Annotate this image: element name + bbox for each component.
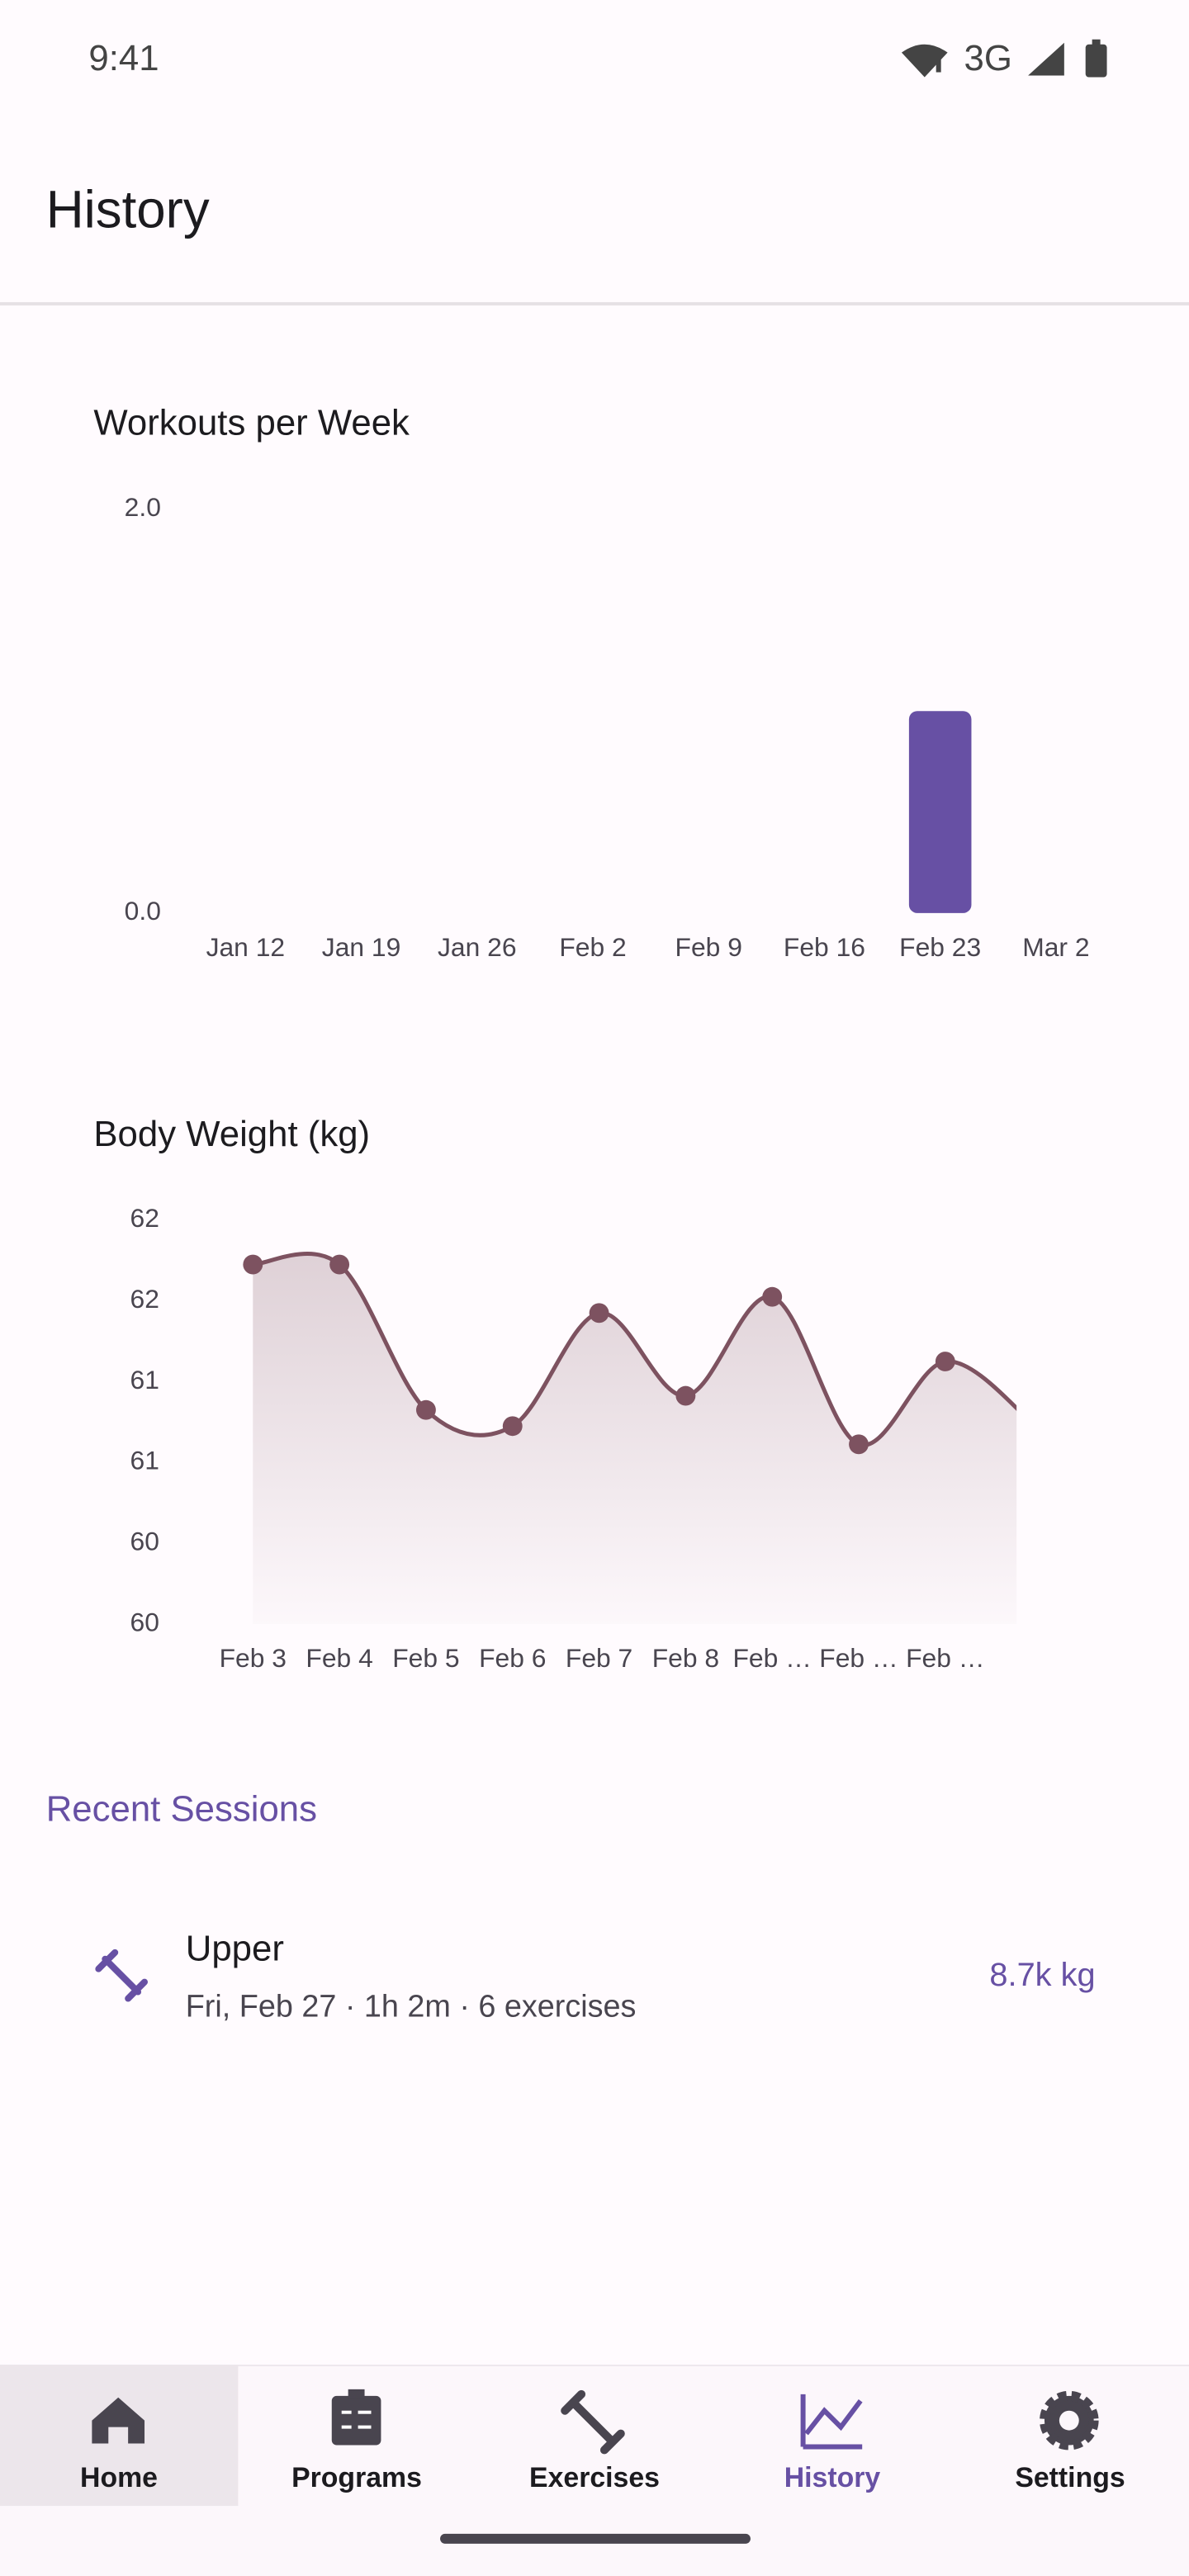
nav-items: Home Programs Exercises History Settings bbox=[80, 2389, 1125, 2493]
y-tick-label: 60 bbox=[130, 1607, 159, 1636]
nav-label[interactable]: History bbox=[784, 2462, 881, 2493]
x-tick-label: Feb 3 bbox=[220, 1643, 287, 1673]
point bbox=[502, 1416, 523, 1437]
bar bbox=[908, 711, 972, 913]
point bbox=[329, 1254, 350, 1275]
nav-label[interactable]: Home bbox=[80, 2462, 158, 2493]
x-tick-label: Feb 5 bbox=[392, 1643, 459, 1673]
y-tick-label: 0.0 bbox=[125, 896, 161, 926]
x-tick-label: Feb 16 bbox=[784, 932, 865, 962]
y-tick-label: 61 bbox=[130, 1365, 159, 1395]
x-tick-label: Fe bbox=[1016, 1643, 1047, 1673]
chart-title: Workouts per Week bbox=[93, 403, 410, 443]
session-volume: 8.7k kg bbox=[989, 1957, 1095, 1993]
x-tick-label: Feb 7 bbox=[566, 1643, 632, 1673]
charts: Workouts per Week 0.0 2.0 Jan 12 Jan 19 Jan 2… bbox=[93, 403, 1089, 1674]
x-tick-label: Feb 9 bbox=[675, 932, 742, 962]
x-tick-label: Feb 8 bbox=[652, 1643, 719, 1673]
x-tick-label: Feb … bbox=[819, 1643, 898, 1673]
y-tick-label: 62 bbox=[130, 1203, 159, 1233]
x-tick-label: Feb 6 bbox=[479, 1643, 546, 1673]
x-tick-labels: Feb 3 Feb 4 Feb 5 Feb 6 Feb 7 Feb 8 Feb … Feb …… bbox=[220, 1643, 1047, 1673]
point bbox=[762, 1286, 783, 1307]
home-icon bbox=[92, 2397, 145, 2444]
nav-label[interactable]: Settings bbox=[1015, 2462, 1125, 2493]
point bbox=[416, 1399, 436, 1420]
y-tick-label: 2.0 bbox=[125, 492, 161, 522]
app-bar-title: History bbox=[46, 180, 210, 239]
line bbox=[253, 1252, 1017, 1447]
point bbox=[243, 1254, 263, 1275]
y-tick-label: 62 bbox=[130, 1284, 159, 1314]
nav-label[interactable]: Programs bbox=[291, 2462, 422, 2493]
app-bar-divider bbox=[0, 301, 1189, 305]
session-name: Upper bbox=[186, 1928, 284, 1968]
chart-title: Body Weight (kg) bbox=[93, 1114, 370, 1154]
point bbox=[849, 1434, 869, 1455]
home-indicator bbox=[440, 2533, 751, 2544]
status-time: 9:41 bbox=[88, 38, 159, 78]
nav-label[interactable]: Exercises bbox=[529, 2462, 660, 2493]
x-tick-label: Feb 23 bbox=[899, 932, 981, 962]
x-tick-label: Feb … bbox=[732, 1643, 811, 1673]
nav-active-bg bbox=[0, 2365, 239, 2507]
x-tick-label: Jan 12 bbox=[206, 932, 286, 962]
point bbox=[589, 1303, 609, 1324]
x-tick-label: Mar 2 bbox=[1022, 932, 1089, 962]
section-heading: Recent Sessions bbox=[46, 1788, 317, 1829]
programs-icon bbox=[331, 2389, 381, 2446]
point bbox=[675, 1385, 696, 1406]
y-tick-label: 60 bbox=[130, 1527, 159, 1556]
x-tick-label: Jan 26 bbox=[438, 932, 517, 962]
x-tick-label: Feb 4 bbox=[306, 1643, 372, 1673]
x-tick-label: Feb … bbox=[906, 1643, 984, 1673]
session-icon bbox=[95, 1949, 149, 2002]
session-details: Fri, Feb 27 · 1h 2m · 6 exercises bbox=[186, 1989, 637, 2024]
area bbox=[253, 1253, 1017, 1625]
y-tick-label: 61 bbox=[130, 1446, 159, 1475]
plot bbox=[243, 1252, 1017, 1625]
x-tick-label: Jan 19 bbox=[322, 932, 401, 962]
point bbox=[935, 1352, 955, 1371]
session-row[interactable]: Upper Fri, Feb 27 · 1h 2m · 6 exercises … bbox=[95, 1928, 1096, 2024]
exercises-icon bbox=[561, 2389, 625, 2455]
settings-icon bbox=[1040, 2390, 1099, 2451]
status-network: 3G bbox=[964, 38, 1012, 78]
history-icon-line bbox=[804, 2398, 863, 2436]
x-tick-label: Feb 2 bbox=[559, 932, 626, 962]
nav-divider bbox=[0, 2365, 1189, 2367]
